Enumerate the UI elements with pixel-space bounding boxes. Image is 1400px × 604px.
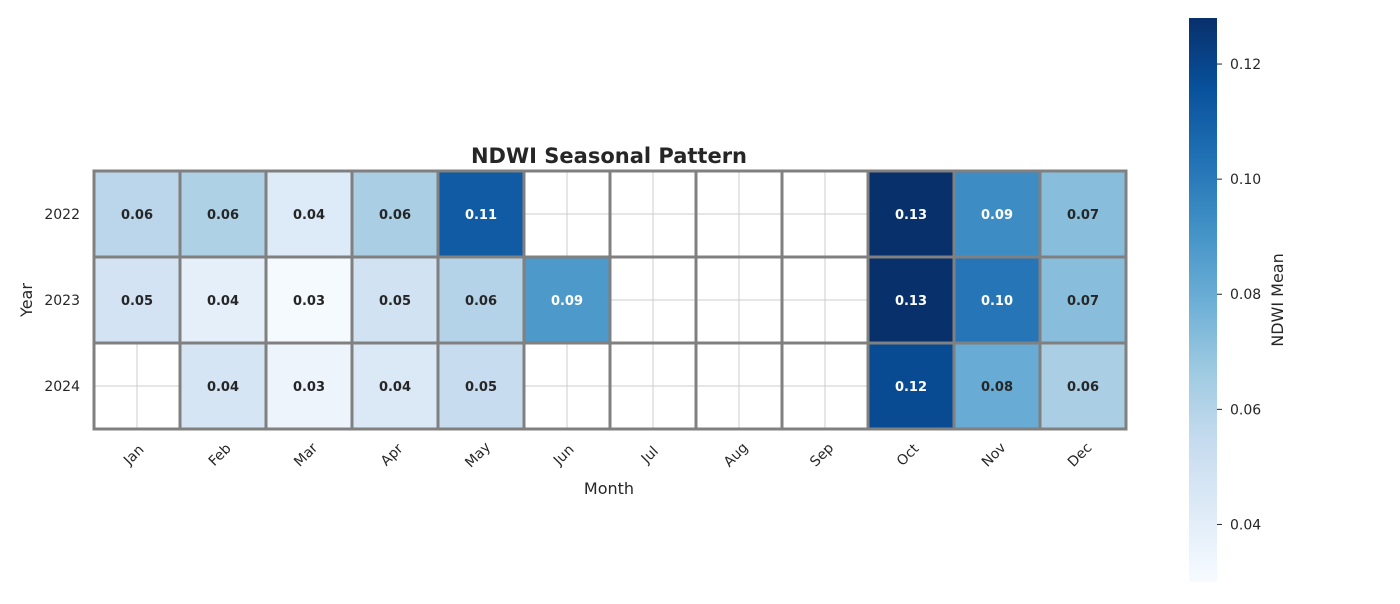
heatmap-cell: 0.06 xyxy=(178,169,268,259)
heatmap-cell: 0.03 xyxy=(264,255,354,345)
colorbar-tick-label: 0.08 xyxy=(1230,287,1261,303)
cell-value-label: 0.07 xyxy=(1067,294,1099,309)
heatmap-cell: 0.10 xyxy=(952,255,1042,345)
heatmap-cell-fill xyxy=(178,341,268,431)
cell-value-label: 0.04 xyxy=(379,380,411,395)
colorbar-label: NDWI Mean xyxy=(1268,253,1287,347)
x-tick-label: Aug xyxy=(721,440,752,471)
heatmap-cell: 0.05 xyxy=(350,255,440,345)
heatmap-cell-fill xyxy=(178,255,268,345)
heatmap-cell: 0.04 xyxy=(178,341,268,431)
heatmap-cell-fill xyxy=(866,169,956,259)
cell-value-label: 0.03 xyxy=(293,294,325,309)
colorbar-tick-label: 0.06 xyxy=(1230,402,1261,418)
heatmap-cell: 0.04 xyxy=(350,341,440,431)
x-tick-label: Nov xyxy=(979,440,1010,471)
heatmap-cell: 0.03 xyxy=(264,341,354,431)
heatmap-cell-fill xyxy=(1038,255,1128,345)
heatmap-cell: 0.08 xyxy=(952,341,1042,431)
cell-value-label: 0.09 xyxy=(981,208,1013,223)
heatmap-cell: 0.13 xyxy=(866,255,956,345)
cell-value-label: 0.05 xyxy=(465,380,497,395)
heatmap-cell: 0.11 xyxy=(436,169,526,259)
colorbar-tick-label: 0.10 xyxy=(1230,172,1261,188)
cell-value-label: 0.12 xyxy=(895,380,927,395)
heatmap-cell: 0.07 xyxy=(1038,169,1128,259)
x-tick-label: Dec xyxy=(1065,440,1095,470)
x-tick-label: Jun xyxy=(550,442,577,469)
y-axis-label: Year xyxy=(17,283,36,318)
heatmap-cell-fill xyxy=(952,255,1042,345)
x-tick-label: Feb xyxy=(206,441,235,470)
x-tick-label: Sep xyxy=(807,440,837,470)
heatmap-cells: 0.06 0.06 0.04 0.06 0.11 0.13 0.09 0.07 0.05 0.04… xyxy=(92,169,1128,431)
heatmap-cell: 0.05 xyxy=(92,255,182,345)
x-tick-label: Apr xyxy=(378,441,407,470)
heatmap-cell-fill xyxy=(436,255,526,345)
cell-value-label: 0.13 xyxy=(895,208,927,223)
heatmap-cell: 0.12 xyxy=(866,341,956,431)
colorbar-tick-label: 0.12 xyxy=(1230,57,1261,73)
chart-title: NDWI Seasonal Pattern xyxy=(471,144,747,168)
colorbar-tick-label: 0.04 xyxy=(1230,517,1261,533)
x-tick-label: Oct xyxy=(894,441,923,470)
cell-value-label: 0.03 xyxy=(293,380,325,395)
x-tick-label: Jul xyxy=(638,444,662,468)
y-tick-label: 2022 xyxy=(44,207,80,223)
cell-value-label: 0.04 xyxy=(207,294,239,309)
cell-value-label: 0.08 xyxy=(981,380,1013,395)
cell-value-label: 0.05 xyxy=(379,294,411,309)
y-axis-ticks: 2022 2023 2024 xyxy=(44,207,80,395)
heatmap-cell: 0.04 xyxy=(264,169,354,259)
heatmap-cell-fill xyxy=(522,255,612,345)
heatmap-cell: 0.05 xyxy=(436,341,526,431)
colorbar-gradient xyxy=(1189,18,1217,582)
heatmap-cell: 0.04 xyxy=(178,255,268,345)
x-tick-label: Mar xyxy=(291,440,321,470)
heatmap-cell: 0.06 xyxy=(350,169,440,259)
x-axis-ticks: Jan Feb Mar Apr May Jun Jul Aug Sep Oct Nov Dec xyxy=(120,439,1095,471)
heatmap-cell: 0.13 xyxy=(866,169,956,259)
colorbar: 0.04 0.06 0.08 0.10 0.12 NDWI Mean xyxy=(1189,18,1287,582)
y-tick-label: 2023 xyxy=(44,293,80,309)
y-tick-label: 2024 xyxy=(44,379,80,395)
heatmap-cell: 0.06 xyxy=(436,255,526,345)
colorbar-ticks: 0.04 0.06 0.08 0.10 0.12 xyxy=(1217,57,1261,533)
cell-value-label: 0.06 xyxy=(121,208,153,223)
heatmap-cell: 0.09 xyxy=(522,255,612,345)
x-tick-label: Jan xyxy=(120,442,147,469)
plot-frame xyxy=(93,170,1127,430)
heatmap-cell: 0.06 xyxy=(92,169,182,259)
cell-value-label: 0.06 xyxy=(207,208,239,223)
cell-value-label: 0.09 xyxy=(551,294,583,309)
cell-value-label: 0.13 xyxy=(895,294,927,309)
cell-value-label: 0.04 xyxy=(293,208,325,223)
cell-value-label: 0.05 xyxy=(121,294,153,309)
heatmap-cell: 0.06 xyxy=(1038,341,1128,431)
heatmap-cell-fill xyxy=(952,341,1042,431)
x-axis-label: Month xyxy=(584,479,634,498)
cell-value-label: 0.07 xyxy=(1067,208,1099,223)
heatmap-cell: 0.07 xyxy=(1038,255,1128,345)
heatmap-cell: 0.09 xyxy=(952,169,1042,259)
cell-value-label: 0.06 xyxy=(465,294,497,309)
cell-value-label: 0.06 xyxy=(1067,380,1099,395)
cell-value-label: 0.06 xyxy=(379,208,411,223)
x-tick-label: May xyxy=(462,439,494,471)
cell-value-label: 0.04 xyxy=(207,380,239,395)
cell-value-label: 0.10 xyxy=(981,294,1013,309)
cell-value-label: 0.11 xyxy=(465,208,497,223)
